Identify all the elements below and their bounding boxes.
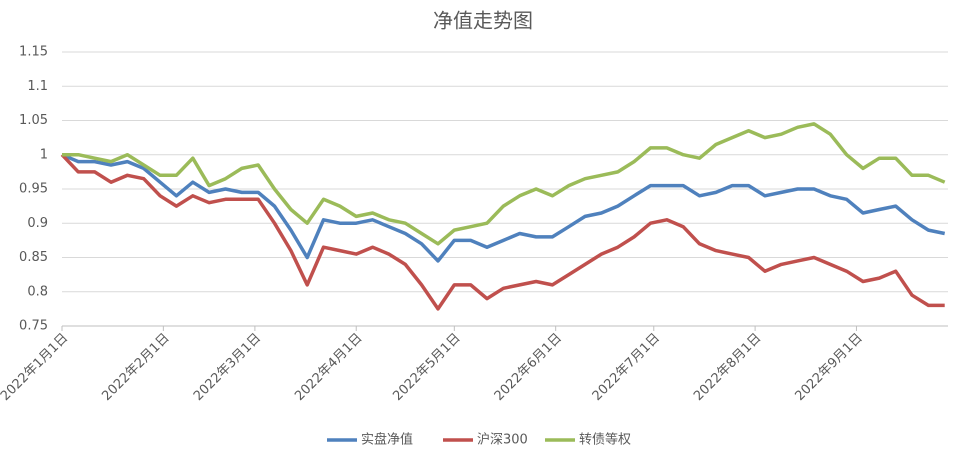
chart-title: 净值走势图 — [433, 9, 533, 33]
legend-label: 实盘净值 — [361, 432, 413, 448]
x-tick-label: 2022年5月1日 — [390, 331, 463, 404]
y-tick-label: 0.95 — [19, 182, 48, 197]
x-tick-label: 2022年9月1日 — [792, 331, 865, 404]
y-tick-label: 0.85 — [19, 250, 48, 265]
y-tick-label: 1.15 — [19, 45, 48, 60]
series-line — [60, 153, 945, 311]
x-tick-label: 2022年4月1日 — [292, 331, 365, 404]
x-tick-label: 2022年3月1日 — [191, 331, 264, 404]
x-tick-label: 2022年1月1日 — [0, 331, 71, 404]
series-line — [61, 153, 946, 263]
legend-label: 沪深300 — [477, 432, 528, 448]
y-tick-label: 0.9 — [27, 216, 48, 231]
y-tick-label: 1 — [40, 147, 48, 162]
y-tick-label: 0.8 — [27, 284, 48, 299]
legend-label: 转债等权 — [579, 432, 631, 448]
x-tick-label: 2022年6月1日 — [492, 331, 565, 404]
y-tick-label: 0.75 — [19, 319, 48, 334]
y-tick-label: 1.05 — [19, 113, 48, 128]
series-line — [62, 122, 946, 246]
x-tick-label: 2022年7月1日 — [590, 331, 663, 404]
y-tick-label: 1.1 — [27, 79, 48, 94]
x-tick-label: 2022年2月1日 — [99, 331, 172, 404]
x-tick-label: 2022年8月1日 — [691, 331, 764, 404]
